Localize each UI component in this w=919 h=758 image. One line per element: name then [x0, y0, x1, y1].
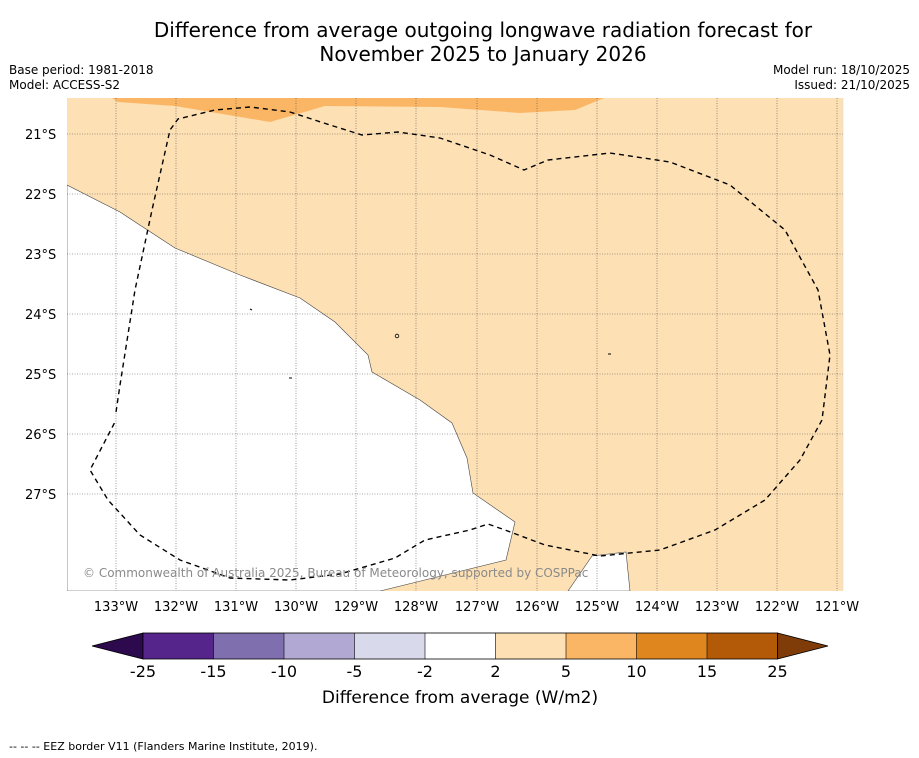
model-run: Model run: 18/10/2025 — [772, 63, 910, 77]
colorbar-segment — [707, 633, 778, 659]
colorbar-tick: 2 — [490, 662, 500, 681]
colorbar-segment — [284, 633, 355, 659]
lat-label: 26°S — [25, 428, 56, 443]
gridlines — [67, 98, 843, 591]
lon-label: 133°W — [94, 600, 138, 615]
latitude-labels: 21°S 22°S 23°S 24°S 25°S 26°S 27°S — [25, 128, 56, 503]
colorbar-tick: 10 — [626, 662, 646, 681]
base-period: Base period: 1981-2018 — [9, 63, 154, 77]
title-line-1: Difference from average outgoing longwav… — [153, 18, 813, 42]
lon-label: 130°W — [274, 600, 318, 615]
colorbar-extend-high — [777, 632, 829, 660]
lat-label: 25°S — [25, 368, 56, 383]
island-marker — [394, 333, 400, 339]
lon-label: 126°W — [515, 600, 559, 615]
colorbar-tick: 15 — [697, 662, 717, 681]
title-line-2: November 2025 to January 2026 — [319, 42, 647, 66]
colorbar-segment — [566, 633, 637, 659]
lon-label: 121°W — [815, 600, 859, 615]
lat-label: 24°S — [25, 308, 56, 323]
colorbar-ticks: -25 -15 -10 -5 -2 2 5 10 15 25 — [130, 662, 788, 681]
lat-label: 27°S — [25, 488, 56, 503]
lon-label: 128°W — [394, 600, 438, 615]
colorbar-segment — [143, 633, 214, 659]
colorbar-extend-low — [91, 632, 144, 660]
lon-label: 122°W — [755, 600, 799, 615]
lon-label: 123°W — [695, 600, 739, 615]
map-area — [67, 98, 843, 591]
lat-label: 23°S — [25, 248, 56, 263]
lon-label: 125°W — [575, 600, 619, 615]
colorbar-tick: -15 — [200, 662, 226, 681]
copyright-notice: © Commonwealth of Australia 2025, Bureau… — [83, 566, 588, 580]
colorbar-tick: -10 — [271, 662, 297, 681]
meta-right: Model run: 18/10/2025 Issued: 21/10/2025 — [773, 63, 910, 93]
lon-label: 131°W — [214, 600, 258, 615]
model-name: Model: ACCESS-S2 — [9, 78, 121, 92]
colorbar-segment — [636, 633, 707, 659]
near-average-region-south — [567, 551, 631, 591]
colorbar-segment — [213, 633, 284, 659]
near-average-region-west — [67, 184, 516, 591]
island-marker — [249, 308, 253, 311]
colorbar-tick: -2 — [417, 662, 433, 681]
lat-label: 21°S — [25, 128, 56, 143]
lon-label: 124°W — [635, 600, 679, 615]
issued-date: Issued: 21/10/2025 — [794, 78, 910, 92]
colorbar-tick: -25 — [130, 662, 156, 681]
lat-label: 22°S — [25, 188, 56, 203]
colorbar-tick: -5 — [347, 662, 363, 681]
lon-label: 127°W — [455, 600, 499, 615]
colorbar-segment — [425, 633, 496, 659]
colorbar-tick: 5 — [561, 662, 571, 681]
chart-title: Difference from average outgoing longwav… — [0, 18, 919, 66]
colorbar-segment — [354, 633, 425, 659]
colorbar-segment — [495, 633, 566, 659]
eez-border — [89, 106, 831, 581]
colorbar-tick: 25 — [767, 662, 787, 681]
anomaly-5-to-10-region — [112, 98, 604, 122]
longitude-labels: 133°W 132°W 131°W 130°W 129°W 128°W 127°… — [94, 600, 859, 615]
lon-label: 132°W — [154, 600, 198, 615]
eez-legend-footnote: -- -- -- EEZ border V11 (Flanders Marine… — [9, 740, 318, 753]
colorbar-label: Difference from average (W/m2) — [322, 688, 598, 708]
meta-left: Base period: 1981-2018 Model: ACCESS-S2 — [9, 63, 154, 93]
colorbar: -25 -15 -10 -5 -2 2 5 10 15 25 Differenc… — [91, 632, 829, 708]
lon-label: 129°W — [334, 600, 378, 615]
